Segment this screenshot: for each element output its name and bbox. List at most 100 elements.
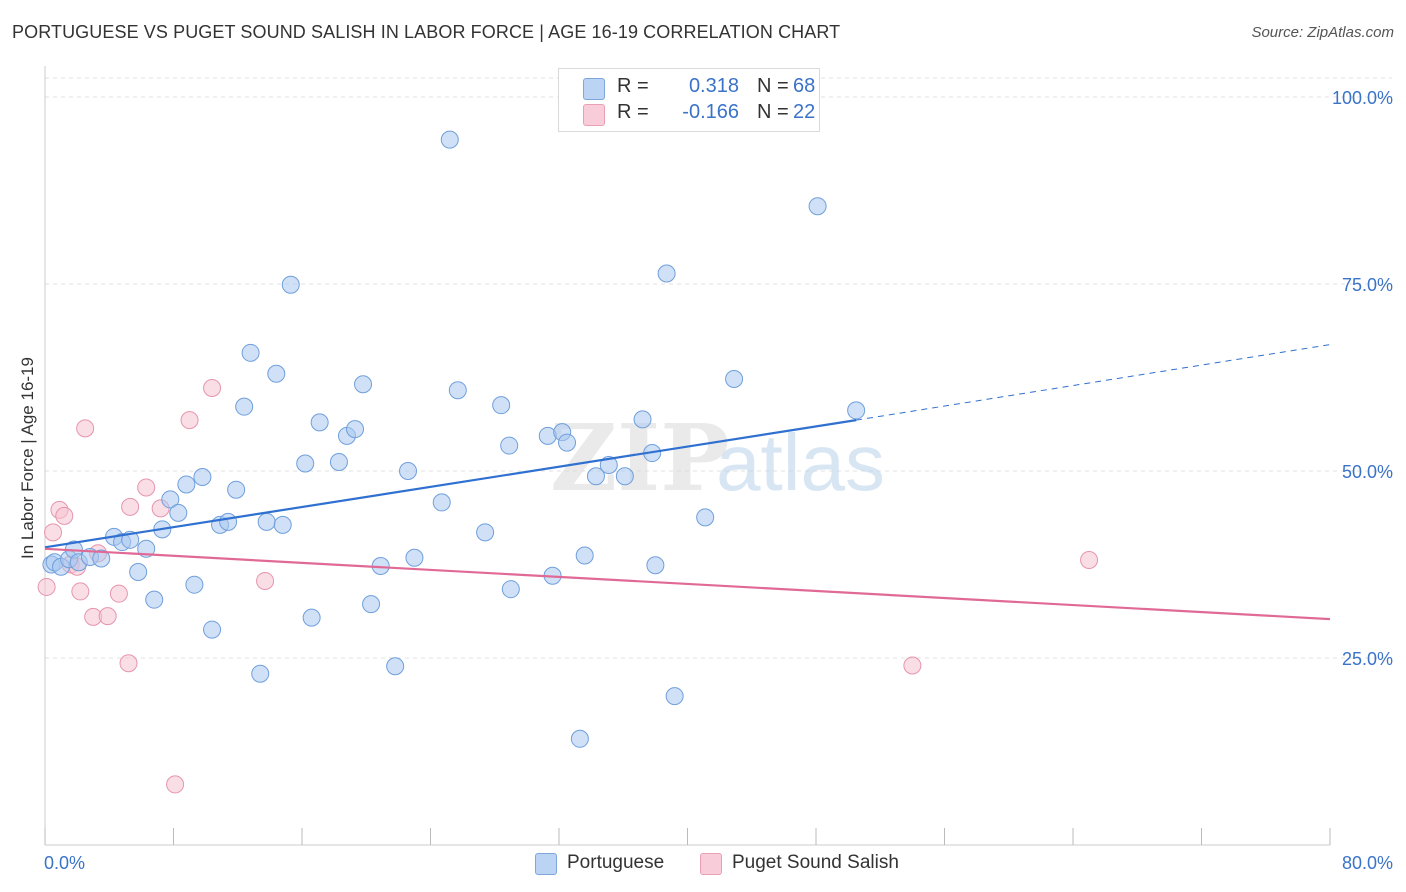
portuguese-point [386, 657, 405, 676]
portuguese-point [599, 456, 618, 475]
bottom-legend-label: Puget Sound Salish [732, 852, 899, 873]
portuguese-point [575, 546, 594, 565]
y-tick-label: 100.0% [1332, 88, 1393, 108]
y-tick-label: 50.0% [1342, 462, 1393, 482]
portuguese-point [92, 549, 111, 568]
salish-point [903, 656, 922, 675]
salish-point [203, 378, 222, 397]
bottom-legend-label: Portuguese [567, 852, 665, 873]
stats-legend: R = 0.318 N = 68 R = -0.166 N = 22 [558, 68, 820, 132]
portuguese-point [476, 523, 495, 542]
portuguese-point [570, 729, 589, 748]
portuguese-point [169, 503, 188, 522]
chart-title: PORTUGUESE VS PUGET SOUND SALISH IN LABO… [12, 22, 841, 42]
portuguese-point [354, 375, 373, 394]
portuguese-point [646, 556, 665, 575]
portuguese-point [696, 508, 715, 527]
portuguese-point [657, 264, 676, 283]
trend-lines [44, 344, 1331, 621]
portuguese-point [129, 562, 148, 581]
portuguese-point [362, 595, 381, 614]
salish-swatch [583, 104, 605, 126]
portuguese-point [177, 475, 196, 494]
portuguese-point [808, 197, 827, 216]
salish-point [121, 497, 140, 516]
portuguese-point [346, 420, 365, 439]
portuguese-point [432, 493, 451, 512]
axis-labels: 25.0% 50.0% 75.0% 100.0% 0.0% 80.0% In Labor F… [18, 88, 1393, 873]
salish-point [71, 582, 90, 601]
portuguese-swatch [535, 853, 557, 875]
portuguese-point [161, 490, 180, 509]
salish-point [166, 775, 185, 794]
axes [44, 66, 1331, 846]
portuguese-point [615, 467, 634, 486]
portuguese-point [847, 401, 866, 420]
portuguese-point [501, 580, 520, 599]
portuguese-point [633, 410, 652, 429]
salish-point [37, 577, 56, 596]
portuguese-point [302, 608, 321, 627]
portuguese-point [310, 413, 329, 432]
salish-point [180, 411, 199, 430]
portuguese-point [267, 364, 286, 383]
portuguese-point [405, 548, 424, 567]
salish-point [98, 607, 117, 626]
portuguese-point [281, 275, 300, 294]
grid-lines [45, 77, 1392, 659]
portuguese-point [725, 369, 744, 388]
salish-point [44, 523, 63, 542]
portuguese-point [586, 467, 605, 486]
portuguese-point [203, 620, 222, 639]
portuguese-point [219, 512, 238, 531]
salish-point [137, 478, 156, 497]
portuguese-point [227, 480, 246, 499]
salish-swatch [700, 853, 722, 875]
y-tick-label: 25.0% [1342, 649, 1393, 669]
portuguese-swatch [583, 78, 605, 100]
salish-point [256, 571, 275, 590]
portuguese-point [492, 396, 511, 415]
salish-point [76, 419, 95, 438]
watermark-atlas: atlas [716, 418, 885, 507]
legend-n-value: 22 [793, 101, 816, 123]
portuguese-point [558, 433, 577, 452]
portuguese-trend-line [44, 419, 857, 549]
portuguese-point [448, 381, 467, 400]
portuguese-point [440, 130, 459, 149]
portuguese-point [329, 453, 348, 472]
portuguese-point [235, 397, 254, 416]
portuguese-point [500, 436, 519, 455]
portuguese-points [42, 130, 866, 748]
x-tick-label: 0.0% [44, 853, 85, 873]
portuguese-point [145, 590, 164, 609]
portuguese-point [241, 343, 260, 362]
x-tick-label: 80.0% [1342, 853, 1393, 873]
legend-n-value: 68 [793, 75, 816, 97]
portuguese-point [273, 515, 292, 534]
portuguese-point [185, 575, 204, 594]
portuguese-point [399, 462, 418, 480]
legend-r-label: R = [617, 101, 649, 123]
y-tick-label: 75.0% [1342, 275, 1393, 295]
portuguese-point [665, 687, 684, 706]
salish-point [119, 654, 138, 673]
salish-point [1080, 551, 1099, 570]
legend-r-value: -0.166 [682, 101, 739, 123]
salish-point [55, 506, 74, 525]
portuguese-point [193, 467, 212, 486]
legend-r-value: 0.318 [688, 75, 739, 97]
portuguese-point [257, 512, 276, 531]
y-axis-title: In Labor Force | Age 16-19 [18, 357, 37, 559]
salish-point [109, 584, 128, 603]
portuguese-point [296, 454, 315, 473]
legend-n-label: N = [757, 75, 789, 97]
legend-n-label: N = [757, 101, 789, 123]
legend-r-label: R = [617, 75, 649, 97]
portuguese-trend-extension [856, 344, 1331, 421]
salish-trend-line [44, 547, 1331, 621]
portuguese-point [251, 664, 270, 683]
source-label: Source: ZipAtlas.com [1251, 24, 1394, 41]
